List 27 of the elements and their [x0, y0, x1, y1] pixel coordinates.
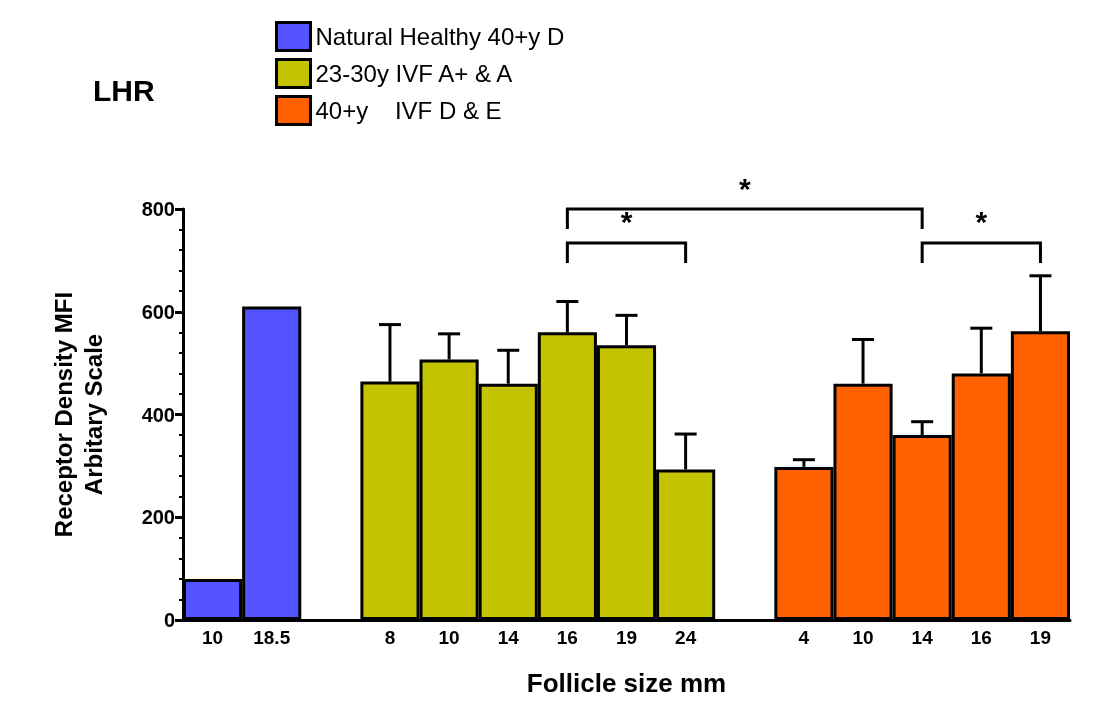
x-tick-label: 19 — [1029, 627, 1051, 648]
x-tick-label: 8 — [384, 627, 396, 648]
legend-label: 40+y IVF D & E — [315, 97, 502, 124]
x-tick-label: 10 — [438, 627, 460, 648]
y-axis-title: Receptor Density MFI Arbitary Scale — [49, 291, 107, 538]
y-tick-label: 200 — [141, 506, 175, 529]
y-tick-label: 800 — [141, 198, 175, 220]
text: * — [738, 171, 751, 205]
x-tick-label: 10 — [852, 627, 874, 648]
y-tick-label: 0 — [163, 609, 175, 631]
legend-label: 23-30y IVF A+ & A — [315, 60, 513, 87]
legend-label: Natural Healthy 40+y D — [315, 23, 565, 50]
x-tick-label: 10 — [202, 627, 224, 648]
x-tick-label: 14 — [497, 627, 520, 648]
annotation: * — [975, 205, 988, 239]
x-tick-label: 4 — [798, 627, 810, 648]
x-tick-label: 19 — [615, 627, 638, 648]
x-tick-label: 18.5 — [253, 627, 291, 648]
y-tick-label: 600 — [141, 300, 175, 323]
x-tick-label: 16 — [970, 627, 992, 648]
annotation: * — [620, 205, 633, 239]
y-tick-label: 400 — [141, 403, 175, 426]
x-tick-label: 24 — [675, 627, 697, 648]
chart-title: LHR — [93, 73, 155, 107]
x-axis-title: Follicle size mm — [526, 668, 727, 698]
x-tick-label: 16 — [556, 627, 578, 648]
x-tick-label: 14 — [911, 627, 934, 648]
